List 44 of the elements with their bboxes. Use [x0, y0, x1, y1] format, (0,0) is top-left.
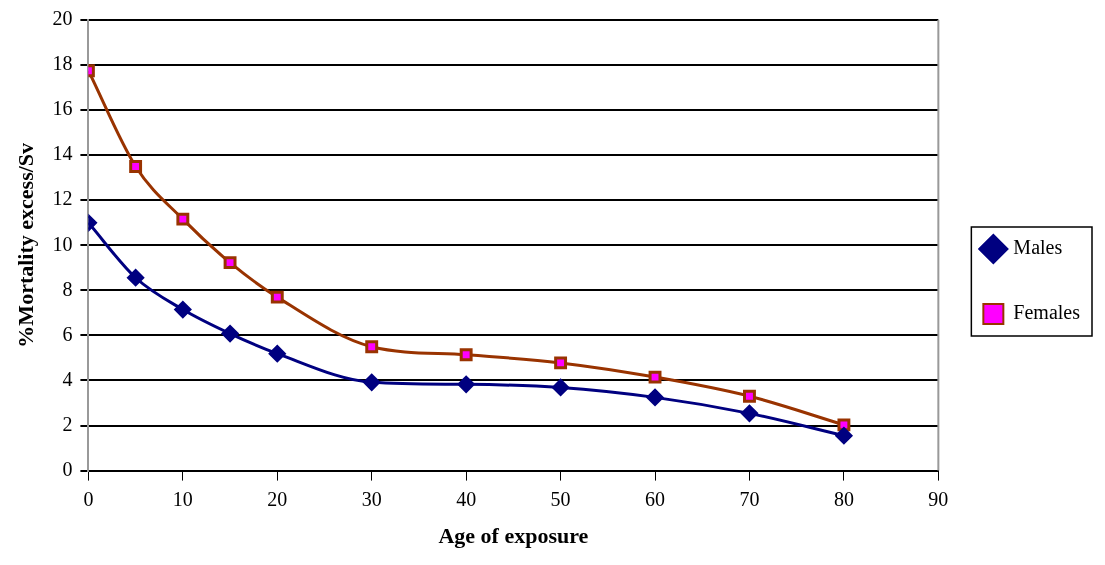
point: [129, 160, 143, 173]
y-tick-label: 0: [62, 457, 73, 480]
point: [459, 348, 473, 362]
point: [127, 269, 145, 287]
point: [270, 290, 284, 304]
point: [552, 378, 570, 396]
x-tick-label: 60: [645, 487, 666, 510]
x-tick-label: 10: [172, 487, 193, 510]
y-tick-label: 14: [52, 142, 73, 165]
y-tick-label: 6: [62, 322, 73, 345]
legend-label: Females: [1013, 301, 1081, 324]
point: [365, 340, 379, 354]
y-tick-label: 18: [52, 52, 73, 75]
x-tick-label: 80: [833, 487, 854, 510]
legend-label: Males: [1013, 236, 1063, 259]
point: [835, 427, 853, 445]
x-tick-label: 90: [928, 487, 949, 510]
x-tick-label: 0: [83, 487, 94, 510]
x-tick-label: 50: [550, 487, 571, 510]
point: [648, 370, 662, 384]
y-tick-label: 2: [62, 412, 73, 435]
y-tick-label: 4: [62, 367, 73, 390]
point: [176, 212, 190, 226]
y-tick-label: 20: [52, 7, 73, 30]
y-tick-label: 16: [52, 97, 73, 120]
point: [646, 388, 664, 406]
point: [554, 356, 568, 370]
point: [174, 301, 192, 319]
y-axis-title: %Mortality excess/Sv: [12, 142, 38, 348]
point: [363, 373, 381, 391]
y-tick-label: 8: [62, 277, 73, 300]
x-axis-title: Age of exposure: [438, 523, 589, 549]
x-tick-label: 20: [267, 487, 288, 510]
point: [740, 404, 758, 422]
point: [457, 375, 475, 393]
y-tick-label: 10: [52, 232, 73, 255]
point: [268, 345, 286, 363]
point: [221, 325, 239, 343]
x-tick-label: 70: [739, 487, 760, 510]
point: [223, 256, 237, 270]
y-tick-label: 12: [52, 187, 73, 210]
x-tick-label: 40: [456, 487, 477, 510]
point: [743, 389, 756, 403]
x-tick-label: 30: [361, 487, 382, 510]
